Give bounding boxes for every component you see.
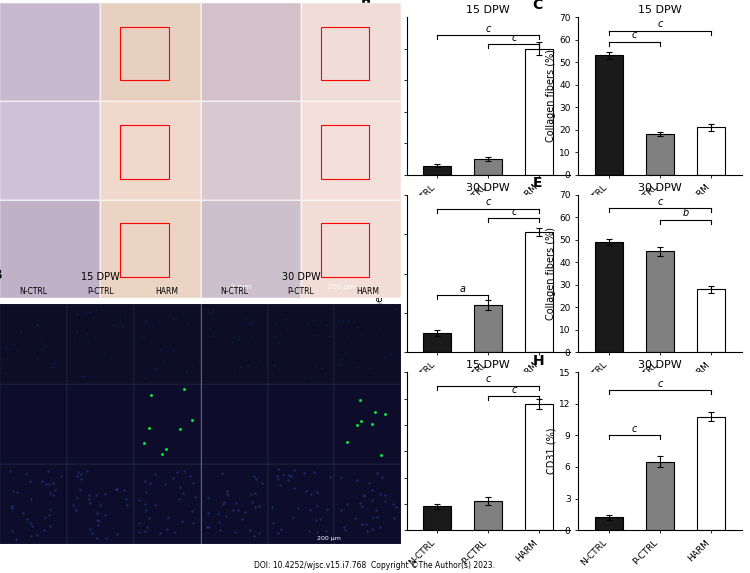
Bar [201, 199, 301, 298]
Bar [525, 232, 554, 352]
Bar [301, 199, 401, 298]
Y-axis label: CD31 (%): CD31 (%) [380, 428, 390, 474]
Bar [0, 101, 100, 199]
Bar [423, 166, 451, 175]
Text: c: c [657, 19, 663, 29]
Text: G: G [361, 354, 372, 367]
Text: 200 μm: 200 μm [317, 536, 341, 540]
Bar [697, 289, 725, 352]
Text: P-CTRL: P-CTRL [87, 288, 114, 296]
Bar [120, 223, 169, 277]
Bar [595, 242, 623, 352]
Text: c: c [511, 33, 517, 42]
Bar [0, 3, 100, 101]
Text: DOI: 10.4252/wjsc.v15.i7.768  Copyright ©The Author(s) 2023.: DOI: 10.4252/wjsc.v15.i7.768 Copyright ©… [254, 561, 496, 570]
Bar [268, 464, 334, 544]
Bar [334, 304, 401, 384]
Bar [134, 304, 201, 384]
Y-axis label: Collagen fibers (%): Collagen fibers (%) [546, 227, 556, 320]
Text: c: c [511, 384, 517, 394]
Text: B: B [0, 268, 2, 282]
Bar [100, 3, 201, 101]
Text: c: c [657, 197, 663, 207]
Bar [268, 384, 334, 464]
Title: 30 DPW: 30 DPW [638, 183, 682, 193]
Bar [0, 384, 67, 464]
Bar [201, 304, 268, 384]
Bar [0, 199, 100, 298]
Bar [646, 462, 674, 530]
Text: 30 DPW: 30 DPW [282, 272, 320, 282]
Title: 30 DPW: 30 DPW [466, 183, 510, 193]
Bar [321, 27, 369, 80]
Bar [301, 101, 401, 199]
Title: 15 DPW: 15 DPW [638, 5, 682, 15]
Bar [697, 128, 725, 175]
Bar [321, 223, 369, 277]
Bar [201, 384, 268, 464]
Bar [595, 56, 623, 175]
Bar [134, 384, 201, 464]
Text: N-CTRL: N-CTRL [20, 288, 47, 296]
Bar [201, 101, 301, 199]
Text: 200 μm: 200 μm [328, 284, 355, 290]
Bar [100, 199, 201, 298]
Bar [697, 417, 725, 530]
Text: c: c [485, 374, 491, 384]
Text: D: D [361, 176, 372, 190]
Text: C: C [532, 0, 543, 12]
Bar [525, 404, 554, 530]
Text: HARM: HARM [356, 288, 380, 296]
Text: 2 mm: 2 mm [231, 284, 251, 290]
Bar [423, 507, 451, 530]
Text: b: b [682, 208, 688, 218]
Bar [474, 501, 502, 530]
Bar [134, 464, 201, 544]
Bar [525, 49, 554, 175]
Text: c: c [511, 207, 517, 217]
Bar [67, 384, 134, 464]
Bar [201, 3, 301, 101]
Bar [321, 125, 369, 179]
Y-axis label: Collagen fibers (%): Collagen fibers (%) [546, 49, 556, 143]
Bar [0, 304, 67, 384]
Bar [646, 134, 674, 175]
Bar [595, 517, 623, 530]
Title: 30 DPW: 30 DPW [638, 360, 682, 370]
Bar [334, 464, 401, 544]
Bar [646, 251, 674, 352]
Bar [67, 464, 134, 544]
Text: c: c [485, 23, 491, 34]
Bar [474, 305, 502, 352]
Bar [201, 464, 268, 544]
Text: c: c [632, 30, 638, 40]
Bar [120, 27, 169, 80]
Y-axis label: CD31 (%): CD31 (%) [546, 428, 556, 474]
Bar [120, 125, 169, 179]
Text: H: H [532, 354, 544, 367]
Bar [100, 101, 201, 199]
Bar [334, 384, 401, 464]
Bar [268, 304, 334, 384]
Title: 15 DPW: 15 DPW [466, 5, 510, 15]
Bar [67, 304, 134, 384]
Bar [0, 464, 67, 544]
Title: 15 DPW: 15 DPW [466, 360, 510, 370]
Text: a: a [460, 284, 466, 294]
Bar [474, 159, 502, 175]
Y-axis label: Cutaneous appendages: Cutaneous appendages [375, 38, 385, 154]
Text: 15 DPW: 15 DPW [81, 272, 120, 282]
Text: c: c [485, 197, 491, 207]
Text: c: c [632, 424, 638, 434]
Text: HARM: HARM [156, 288, 178, 296]
Text: E: E [532, 176, 542, 190]
Text: P-CTRL: P-CTRL [287, 288, 314, 296]
Bar [301, 3, 401, 101]
Text: c: c [657, 379, 663, 388]
Y-axis label: Cutaneous appendages: Cutaneous appendages [374, 216, 385, 331]
Text: B: B [361, 0, 371, 12]
Text: N-CTRL: N-CTRL [220, 288, 248, 296]
Bar [423, 333, 451, 352]
